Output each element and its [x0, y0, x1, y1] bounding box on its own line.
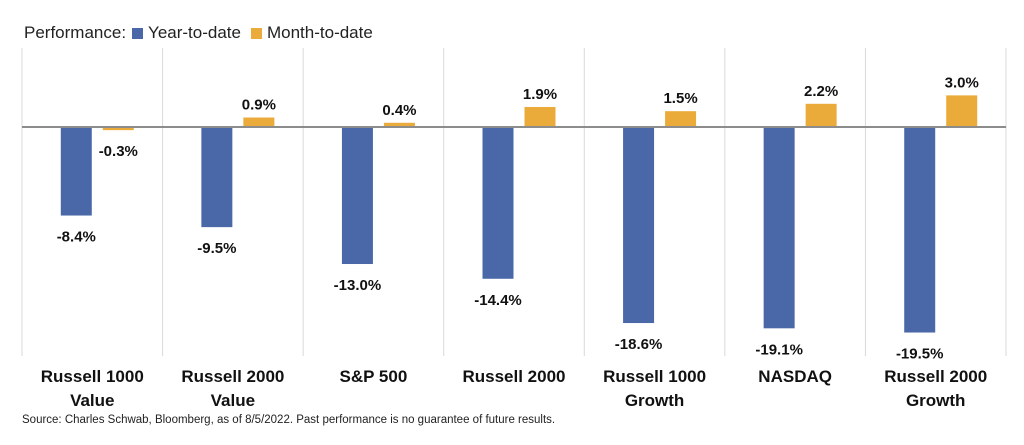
- category-label: Value: [211, 391, 255, 410]
- data-label-mtd: -0.3%: [99, 143, 138, 160]
- data-label-mtd: 2.2%: [804, 83, 838, 100]
- category-label: Russell 2000: [884, 367, 987, 386]
- bar-mtd: [383, 122, 415, 127]
- data-label-mtd: 0.9%: [242, 97, 276, 114]
- data-label-mtd: 1.9%: [523, 86, 557, 103]
- legend: Performance: Year-to-date Month-to-date: [24, 22, 383, 44]
- bar-mtd: [946, 95, 978, 127]
- data-label-ytd: -18.6%: [615, 336, 663, 353]
- bar-mtd: [524, 106, 556, 127]
- data-label-mtd: 0.4%: [382, 102, 416, 119]
- category-label: NASDAQ: [758, 367, 832, 386]
- bar-ytd: [482, 127, 514, 279]
- legend-item-mtd: Month-to-date: [250, 23, 373, 43]
- category-label: Russell 1000: [603, 367, 706, 386]
- bar-mtd: [805, 103, 837, 127]
- data-label-ytd: -19.1%: [755, 341, 803, 358]
- data-label-ytd: -13.0%: [334, 277, 382, 294]
- category-label: S&P 500: [340, 367, 408, 386]
- legend-item-ytd: Year-to-date: [132, 23, 241, 43]
- bar-ytd: [904, 127, 936, 333]
- bar-ytd: [201, 127, 233, 228]
- legend-swatch-ytd: [132, 27, 144, 39]
- data-label-mtd: 3.0%: [945, 74, 979, 91]
- bar-mtd: [665, 111, 697, 127]
- data-label-ytd: -9.5%: [197, 240, 236, 257]
- bar-mtd: [102, 127, 134, 131]
- category-label: Russell 1000: [41, 367, 144, 386]
- bar-ytd: [341, 127, 373, 265]
- data-label-mtd: 1.5%: [663, 90, 697, 107]
- bar-ytd: [623, 127, 655, 324]
- category-label: Russell 2000: [181, 367, 284, 386]
- data-label-ytd: -14.4%: [474, 292, 522, 309]
- legend-title: Performance:: [24, 23, 127, 42]
- bar-ytd: [763, 127, 795, 329]
- legend-label-ytd: Year-to-date: [148, 23, 241, 42]
- legend-swatch-mtd: [250, 27, 262, 39]
- category-label: Growth: [625, 391, 685, 410]
- category-label: Russell 2000: [462, 367, 565, 386]
- category-label: Growth: [906, 391, 966, 410]
- category-label: Value: [70, 391, 114, 410]
- bar-ytd: [60, 127, 92, 216]
- data-label-ytd: -8.4%: [57, 229, 96, 246]
- legend-label-mtd: Month-to-date: [266, 23, 373, 42]
- data-label-ytd: -19.5%: [896, 346, 944, 363]
- source-note: Source: Charles Schwab, Bloomberg, as of…: [22, 414, 556, 426]
- bar-mtd: [243, 117, 275, 127]
- bar-chart: -8.4% -9.5% -13.0% -14.4% -18.6% -19.1% -19.5%…: [21, 48, 1007, 410]
